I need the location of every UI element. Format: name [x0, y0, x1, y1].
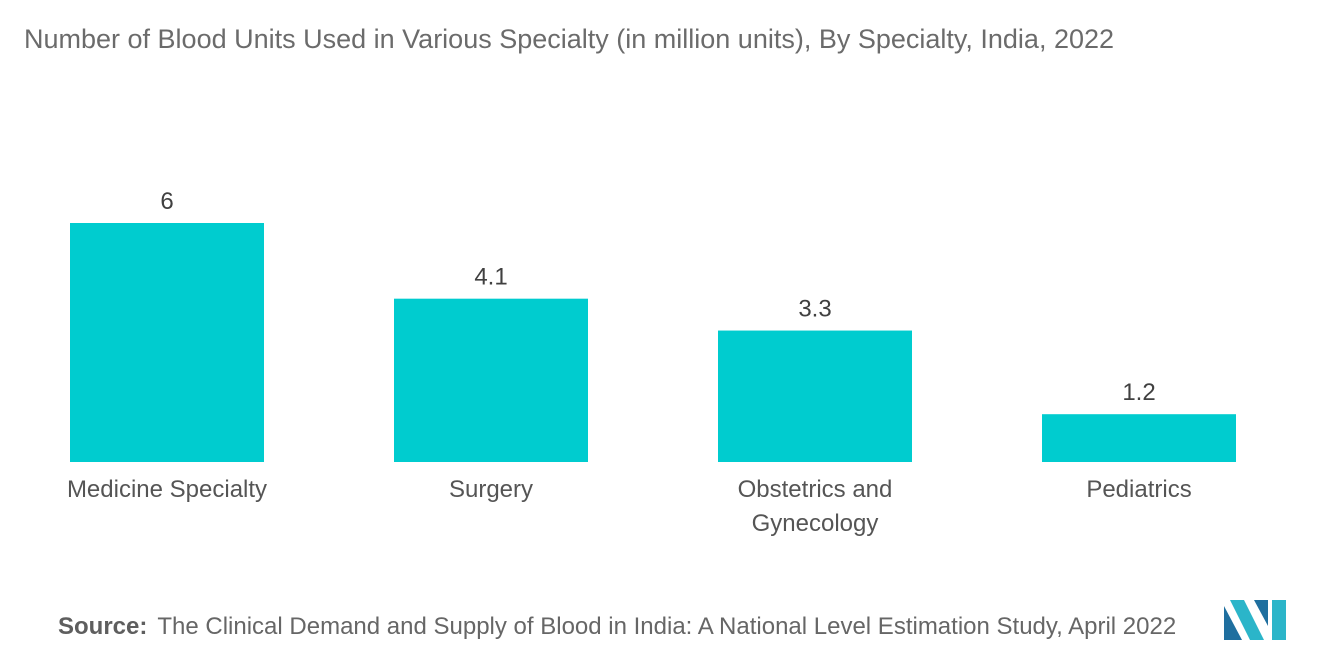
value-label-1: 4.1 [474, 264, 507, 291]
category-label-3: Pediatrics [1086, 476, 1191, 503]
category-label-line: Gynecology [752, 510, 879, 537]
source-label: Source: [58, 613, 148, 640]
source-text: The Clinical Demand and Supply of Blood … [157, 613, 1177, 640]
bar-1 [394, 298, 588, 462]
category-label-line: Medicine Specialty [67, 476, 267, 503]
bar-2 [718, 330, 912, 462]
category-label-line: Surgery [449, 476, 533, 503]
value-label-3: 1.2 [1122, 379, 1155, 406]
value-label-2: 3.3 [798, 296, 831, 323]
category-label-0: Medicine Specialty [67, 476, 267, 503]
category-label-line: Obstetrics and [738, 476, 893, 503]
category-label-2: Obstetrics and Gynecology [738, 476, 893, 537]
bar-0 [70, 223, 264, 462]
source-note: Source: The Clinical Demand and Supply of… [58, 613, 1224, 641]
chart-title: Number of Blood Units Used in Various Sp… [24, 24, 1115, 54]
value-label-0: 6 [160, 188, 173, 215]
category-label-1: Surgery [449, 476, 533, 503]
category-label-line: Pediatrics [1086, 476, 1191, 503]
bar-chart: 6 Medicine Specialty 4.1 Surgery 3.3 Obstetri… [67, 188, 1236, 537]
mordor-intelligence-logo-icon [1224, 600, 1286, 640]
bar-3 [1042, 414, 1236, 462]
